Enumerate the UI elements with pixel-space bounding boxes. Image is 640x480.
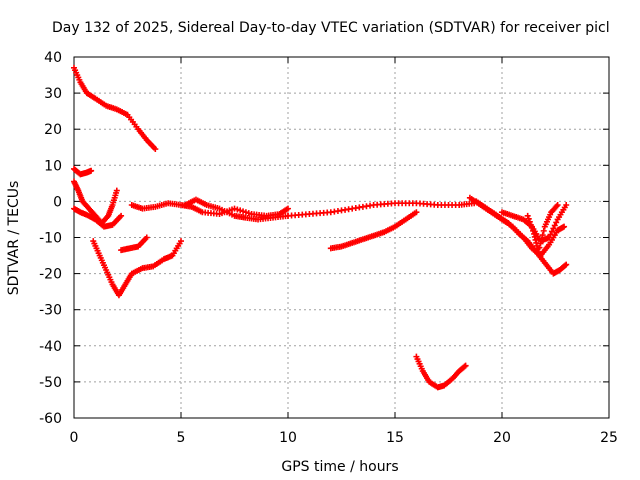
series-arc-3 xyxy=(71,178,120,227)
data-point xyxy=(562,262,569,269)
series-arc-5 xyxy=(90,238,184,299)
data-point xyxy=(526,218,533,225)
data-point xyxy=(550,225,557,232)
data-point xyxy=(462,362,469,369)
data-point xyxy=(245,210,252,217)
data-point xyxy=(536,244,543,251)
y-tick-label: 0 xyxy=(53,194,62,210)
series-arc-2 xyxy=(71,165,95,178)
data-point xyxy=(563,261,570,268)
data-point xyxy=(152,146,159,153)
series-arc-4 xyxy=(71,205,125,230)
data-point xyxy=(237,207,244,214)
data-point xyxy=(240,208,247,215)
series-arc-9 xyxy=(285,200,478,219)
data-point xyxy=(547,231,554,238)
data-point xyxy=(234,206,241,213)
data-point xyxy=(178,238,184,245)
data-point xyxy=(231,205,238,212)
data-point xyxy=(461,363,468,370)
grid-lines xyxy=(74,57,609,418)
data-point xyxy=(548,228,555,235)
data-point xyxy=(561,223,568,230)
y-tick-label: 30 xyxy=(44,86,62,102)
data-point xyxy=(527,221,534,228)
x-tick-label: 5 xyxy=(177,430,186,446)
series-arc-15 xyxy=(524,202,561,255)
series-arc-7 xyxy=(128,200,291,219)
y-tick-label: 20 xyxy=(44,122,62,138)
chart-title: Day 132 of 2025, Sidereal Day-to-day VTE… xyxy=(52,20,610,36)
y-tick-label: -60 xyxy=(39,411,62,427)
y-tick-label: -20 xyxy=(39,267,62,283)
data-point xyxy=(537,240,544,247)
x-tick-label: 20 xyxy=(493,430,511,446)
series-arc-10 xyxy=(327,209,420,252)
data-point xyxy=(285,205,291,212)
x-tick-label: 10 xyxy=(279,430,297,446)
data-point xyxy=(563,202,570,209)
data-point xyxy=(525,215,532,222)
data-point xyxy=(546,234,553,241)
series-arc-1 xyxy=(71,64,159,153)
data-point xyxy=(539,232,546,239)
x-axis-label: GPS time / hours xyxy=(281,459,398,475)
series-arc-11 xyxy=(413,353,469,391)
data-point xyxy=(540,227,547,234)
data-point xyxy=(554,202,561,209)
y-tick-label: 40 xyxy=(44,50,62,66)
x-tick-label: 25 xyxy=(600,430,618,446)
x-tick-label: 15 xyxy=(386,430,404,446)
series-arc-6 xyxy=(118,234,150,254)
data-point xyxy=(143,234,150,241)
y-tick-label: -10 xyxy=(39,231,62,247)
data-point xyxy=(242,209,249,216)
data-point xyxy=(113,187,120,194)
y-axis-label: SDTVAR / TECUs xyxy=(6,181,22,296)
data-point xyxy=(524,212,531,219)
y-tick-label: 10 xyxy=(44,158,62,174)
data-point xyxy=(88,167,95,174)
y-tick-label: -40 xyxy=(39,339,62,355)
data-point xyxy=(530,227,537,234)
data-markers xyxy=(71,64,570,391)
axis-ticks: 0 5 10 15 20 25 -60 -50 -40 -30 -20 -10 0 10 20 30 40 xyxy=(39,50,618,446)
data-point xyxy=(413,209,420,216)
data-point xyxy=(535,248,542,255)
data-point xyxy=(528,224,535,231)
x-tick-label: 0 xyxy=(70,430,79,446)
y-tick-label: -50 xyxy=(39,375,62,391)
data-point xyxy=(538,236,545,243)
data-point xyxy=(118,212,125,219)
data-point xyxy=(551,222,558,229)
y-tick-label: -30 xyxy=(39,303,62,319)
data-point xyxy=(553,219,560,226)
series-arc-8 xyxy=(182,196,291,223)
